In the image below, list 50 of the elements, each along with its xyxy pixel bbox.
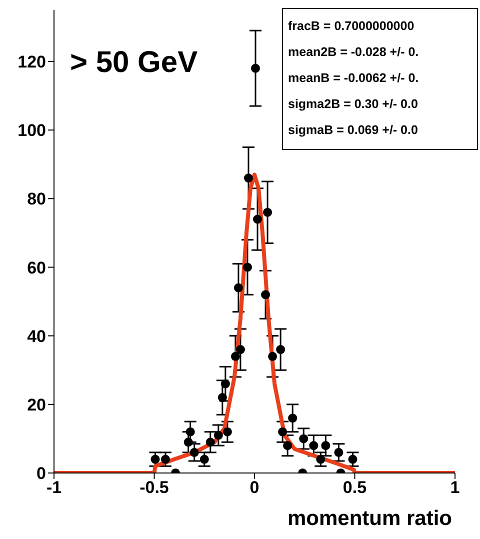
y-tick-label: 120 xyxy=(18,52,46,72)
annotation: sigmaB = 0.069 +/- 0.0 xyxy=(288,122,419,139)
point xyxy=(160,454,170,464)
point xyxy=(316,454,326,464)
point xyxy=(278,427,288,436)
point xyxy=(261,290,270,300)
point xyxy=(242,262,252,272)
y-tick-label: 80 xyxy=(27,190,46,209)
point xyxy=(309,441,318,450)
annotation: sigma2B = 0.30 +/- 0.0 xyxy=(288,96,419,113)
y-tick-label: 0 xyxy=(36,464,46,484)
annotation: fracB = 0.7000000000 xyxy=(288,18,416,35)
point xyxy=(299,434,308,444)
point xyxy=(222,427,232,436)
point xyxy=(230,352,240,361)
annotation: mean2B = -0.028 +/- 0. xyxy=(288,44,420,61)
annotation: > 50 GeV xyxy=(70,46,198,80)
point xyxy=(184,438,193,447)
x-tick-label: 0.5 xyxy=(342,478,367,498)
point xyxy=(186,427,195,436)
point xyxy=(190,448,199,457)
y-tick-label: 40 xyxy=(27,326,46,346)
point xyxy=(252,214,262,224)
annotation: meanB = -0.0062 +/- 0. xyxy=(288,70,420,87)
y-tick-label: 60 xyxy=(27,258,46,278)
point xyxy=(268,352,278,361)
point xyxy=(200,454,209,464)
x-tick-label: 0 xyxy=(250,478,260,498)
point xyxy=(288,414,298,423)
point xyxy=(321,441,330,450)
point xyxy=(236,345,245,354)
y-tick-label: 20 xyxy=(27,395,46,414)
point xyxy=(250,64,260,73)
x-tick-label: 1 xyxy=(450,478,460,498)
x-axis-title: momentum ratio xyxy=(287,507,452,531)
y-tick-label: 100 xyxy=(18,121,46,140)
point xyxy=(348,454,358,464)
point xyxy=(234,283,243,292)
point xyxy=(206,438,215,447)
x-tick-label: -0.5 xyxy=(140,478,169,498)
point xyxy=(263,208,272,217)
point xyxy=(334,448,344,457)
point xyxy=(218,393,227,402)
point xyxy=(283,441,292,450)
point xyxy=(220,379,230,388)
point xyxy=(214,430,223,440)
x-tick-label: -1 xyxy=(46,478,62,498)
point xyxy=(276,345,286,354)
point xyxy=(150,454,160,464)
point xyxy=(244,174,253,183)
